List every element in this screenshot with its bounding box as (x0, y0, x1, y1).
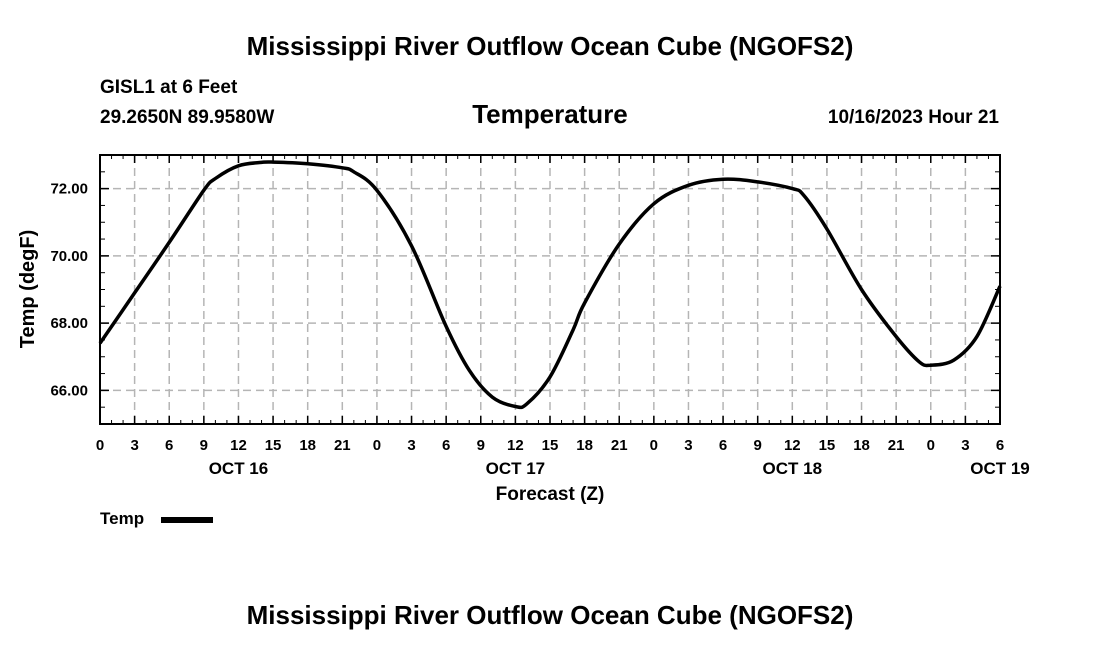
x-tick-label: 3 (684, 437, 692, 454)
x-tick-label: 6 (996, 437, 1004, 454)
x-tick-label: 0 (373, 437, 381, 454)
x-tick-label: 6 (442, 437, 450, 454)
x-date-label: OCT 17 (486, 459, 546, 478)
y-tick-label: 72.00 (50, 181, 88, 198)
x-tick-label: 21 (334, 437, 351, 454)
x-tick-label: 9 (477, 437, 485, 454)
x-tick-label: 15 (819, 437, 836, 454)
temperature-chart: 0 3 6 9 12 15 18 21 0 3 6 9 12 15 18 21 0 3 6 9 12 15 18 21 0 3 6 O… (17, 154, 1030, 505)
x-axis-label: Forecast (Z) (496, 484, 605, 505)
x-tick-label: 12 (230, 437, 247, 454)
x-tick-label: 9 (754, 437, 762, 454)
x-tick-label: 21 (611, 437, 628, 454)
station-label: GISL1 at 6 Feet (100, 77, 238, 98)
x-tick-label: 6 (719, 437, 727, 454)
x-tick-label: 12 (507, 437, 524, 454)
x-date-label: OCT 16 (209, 459, 269, 478)
x-date-label: OCT 19 (970, 459, 1030, 478)
legend-temp-swatch (161, 517, 213, 523)
chart-variable-title: Temperature (472, 99, 628, 129)
x-tick-label: 15 (542, 437, 559, 454)
x-tick-label: 3 (407, 437, 415, 454)
x-tick-label: 18 (576, 437, 593, 454)
forecast-datetime: 10/16/2023 Hour 21 (827, 107, 999, 128)
chart-grid (100, 155, 1000, 424)
y-tick-label: 66.00 (50, 382, 88, 399)
x-tick-label: 6 (165, 437, 173, 454)
x-tick-label: 3 (130, 437, 138, 454)
x-tick-label: 18 (853, 437, 870, 454)
x-tick-label: 18 (299, 437, 316, 454)
y-tick-label: 68.00 (50, 315, 88, 332)
plot-frame (99, 154, 1001, 425)
x-tick-label: 9 (200, 437, 208, 454)
x-tick-label: 0 (650, 437, 658, 454)
x-tick-label: 12 (784, 437, 801, 454)
footer-title: Mississippi River Outflow Ocean Cube (NG… (246, 600, 854, 630)
x-date-label: OCT 18 (763, 459, 823, 478)
x-tick-label: 3 (961, 437, 969, 454)
y-tick-label: 70.00 (50, 248, 88, 265)
x-tick-label: 0 (927, 437, 935, 454)
temp-series-line (98, 160, 1002, 410)
x-axis-ticks: 0 3 6 9 12 15 18 21 0 3 6 9 12 15 18 21 0 3 6 9 12 15 18 21 0 3 6 O… (96, 155, 1030, 478)
station-coordinates: 29.2650N 89.9580W (100, 107, 275, 128)
legend-label: Temp (100, 509, 145, 528)
x-tick-label: 0 (96, 437, 104, 454)
x-tick-label: 21 (888, 437, 905, 454)
x-tick-label: 15 (265, 437, 282, 454)
chart-main-title: Mississippi River Outflow Ocean Cube (NG… (246, 31, 854, 61)
y-axis-label: Temp (degF) (17, 230, 39, 349)
